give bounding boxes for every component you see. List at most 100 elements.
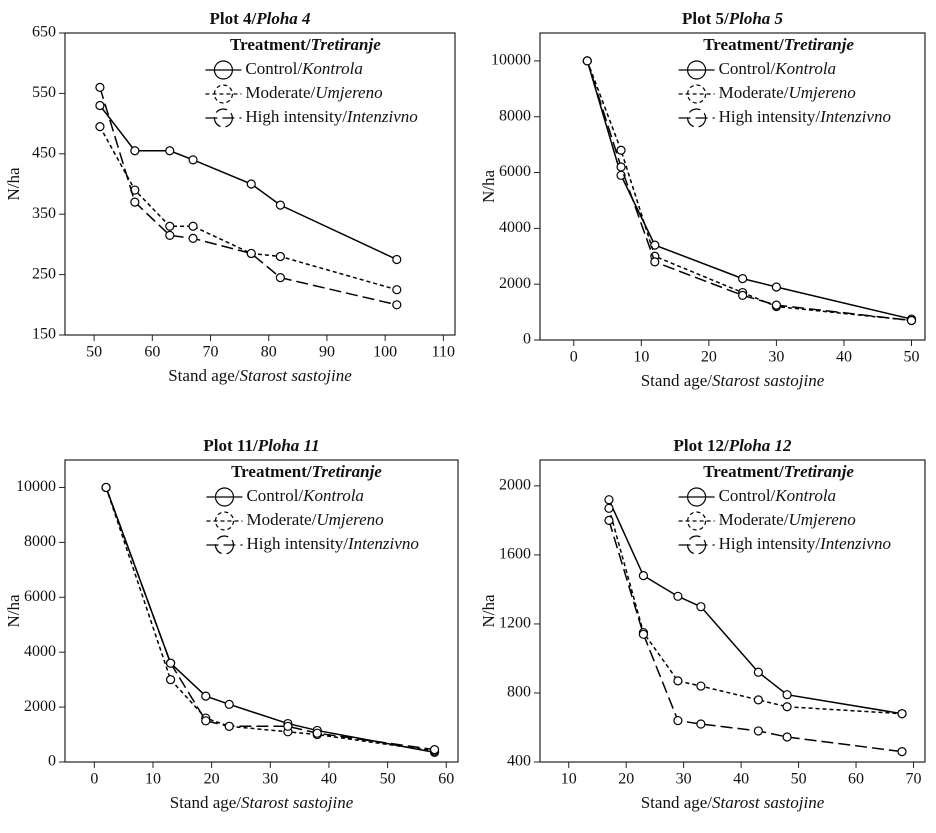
- data-point: [782, 690, 792, 700]
- data-point: [188, 155, 198, 165]
- series-line: [608, 499, 903, 715]
- series-line: [608, 520, 903, 753]
- y-tick-label: 4000: [499, 219, 531, 236]
- data-point: [638, 571, 649, 581]
- x-axis-label: Stand age/Starost sastojine: [168, 366, 352, 385]
- plot-frame: [64, 32, 456, 336]
- data-point: [753, 726, 763, 736]
- data-point: [95, 82, 105, 92]
- x-tick-label: 60: [848, 771, 864, 788]
- legend-symbol: [686, 60, 707, 80]
- data-point: [312, 728, 322, 738]
- y-tick-label: 550: [32, 84, 56, 101]
- data-point: [650, 240, 660, 250]
- chart-title: Plot 12/Ploha 12: [673, 436, 792, 455]
- y-tick-label: 800: [507, 684, 531, 701]
- legend-symbol: [213, 108, 233, 128]
- x-tick-label: 0: [570, 349, 578, 366]
- legend-symbol: [686, 487, 707, 507]
- data-point: [696, 681, 706, 691]
- y-tick-label: 2000: [24, 698, 56, 715]
- y-tick-label: 1600: [499, 546, 531, 563]
- data-point: [782, 732, 792, 742]
- y-tick-label: 6000: [24, 588, 56, 605]
- x-tick-label: 10: [561, 771, 577, 788]
- data-point: [429, 745, 440, 755]
- chart-title: Plot 5/Ploha 5: [682, 9, 784, 28]
- legend-symbol: [686, 535, 707, 555]
- legend-symbol: [214, 511, 235, 531]
- legend-symbol: [686, 108, 707, 128]
- x-tick-label: 40: [321, 771, 337, 788]
- legend-symbol: [686, 84, 707, 104]
- data-point: [246, 179, 256, 189]
- x-tick-label: 20: [204, 771, 220, 788]
- y-tick-label: 2000: [499, 477, 531, 494]
- legend-label: Moderate/Umjereno: [245, 83, 382, 102]
- data-point: [738, 290, 748, 300]
- series-line: [586, 60, 912, 322]
- legend-title: Treatment/Tretiranje: [230, 35, 381, 54]
- y-tick-label: 450: [32, 144, 56, 161]
- chart-title: Plot 11/Ploha 11: [203, 436, 319, 455]
- x-axis-label: Stand age/Starost sastojine: [641, 371, 825, 390]
- y-tick-label: 4000: [24, 643, 56, 660]
- x-tick-label: 100: [373, 344, 397, 361]
- data-point: [224, 721, 234, 731]
- x-tick-label: 70: [906, 771, 922, 788]
- y-tick-label: 0: [523, 331, 531, 348]
- x-tick-label: 80: [261, 344, 277, 361]
- data-point: [673, 715, 683, 726]
- data-point: [897, 747, 907, 757]
- legend-title: Treatment/Tretiranje: [231, 462, 382, 481]
- legend-symbol: [213, 84, 233, 104]
- legend-symbol: [213, 60, 233, 80]
- data-point: [165, 658, 176, 668]
- data-point: [201, 716, 211, 726]
- data-point: [392, 285, 402, 295]
- data-point: [165, 675, 176, 685]
- y-tick-label: 650: [32, 24, 56, 41]
- data-point: [130, 146, 140, 156]
- data-point: [616, 145, 626, 155]
- x-tick-label: 50: [903, 349, 919, 366]
- data-point: [582, 56, 592, 66]
- series-line: [586, 60, 912, 320]
- x-tick-label: 0: [90, 771, 98, 788]
- data-point: [897, 709, 907, 719]
- data-point: [101, 482, 111, 493]
- legend-label: Control/Kontrola: [719, 486, 836, 505]
- x-axis-label: Stand age/Starost sastojine: [170, 793, 354, 812]
- x-tick-label: 20: [618, 771, 634, 788]
- data-point: [224, 699, 234, 709]
- x-tick-label: 30: [676, 771, 692, 788]
- data-point: [771, 282, 782, 292]
- data-point: [906, 315, 917, 326]
- y-tick-label: 10000: [16, 478, 56, 495]
- data-point: [95, 100, 105, 111]
- data-point: [283, 721, 293, 731]
- x-tick-label: 60: [438, 771, 454, 788]
- data-point: [638, 629, 649, 639]
- legend-label: Control/Kontrola: [246, 486, 363, 505]
- y-tick-label: 150: [32, 326, 56, 343]
- plot-frame: [539, 459, 926, 763]
- data-point: [771, 300, 782, 310]
- data-point: [165, 146, 175, 156]
- legend-label: Moderate/Umjereno: [719, 83, 856, 102]
- data-point: [753, 667, 763, 677]
- series-line: [586, 60, 912, 322]
- x-axis-label: Stand age/Starost sastojine: [641, 793, 825, 812]
- x-tick-label: 30: [262, 771, 278, 788]
- data-point: [604, 503, 614, 513]
- y-axis-label: N/ha: [4, 594, 23, 628]
- y-tick-label: 250: [32, 265, 56, 282]
- data-point: [188, 233, 198, 243]
- x-tick-label: 60: [144, 344, 160, 361]
- y-axis-label: N/ha: [479, 594, 498, 628]
- data-point: [616, 162, 626, 172]
- x-tick-label: 110: [432, 344, 455, 361]
- chart-title: Plot 4/Ploha 4: [209, 9, 310, 28]
- legend-title: Treatment/Tretiranje: [703, 35, 854, 54]
